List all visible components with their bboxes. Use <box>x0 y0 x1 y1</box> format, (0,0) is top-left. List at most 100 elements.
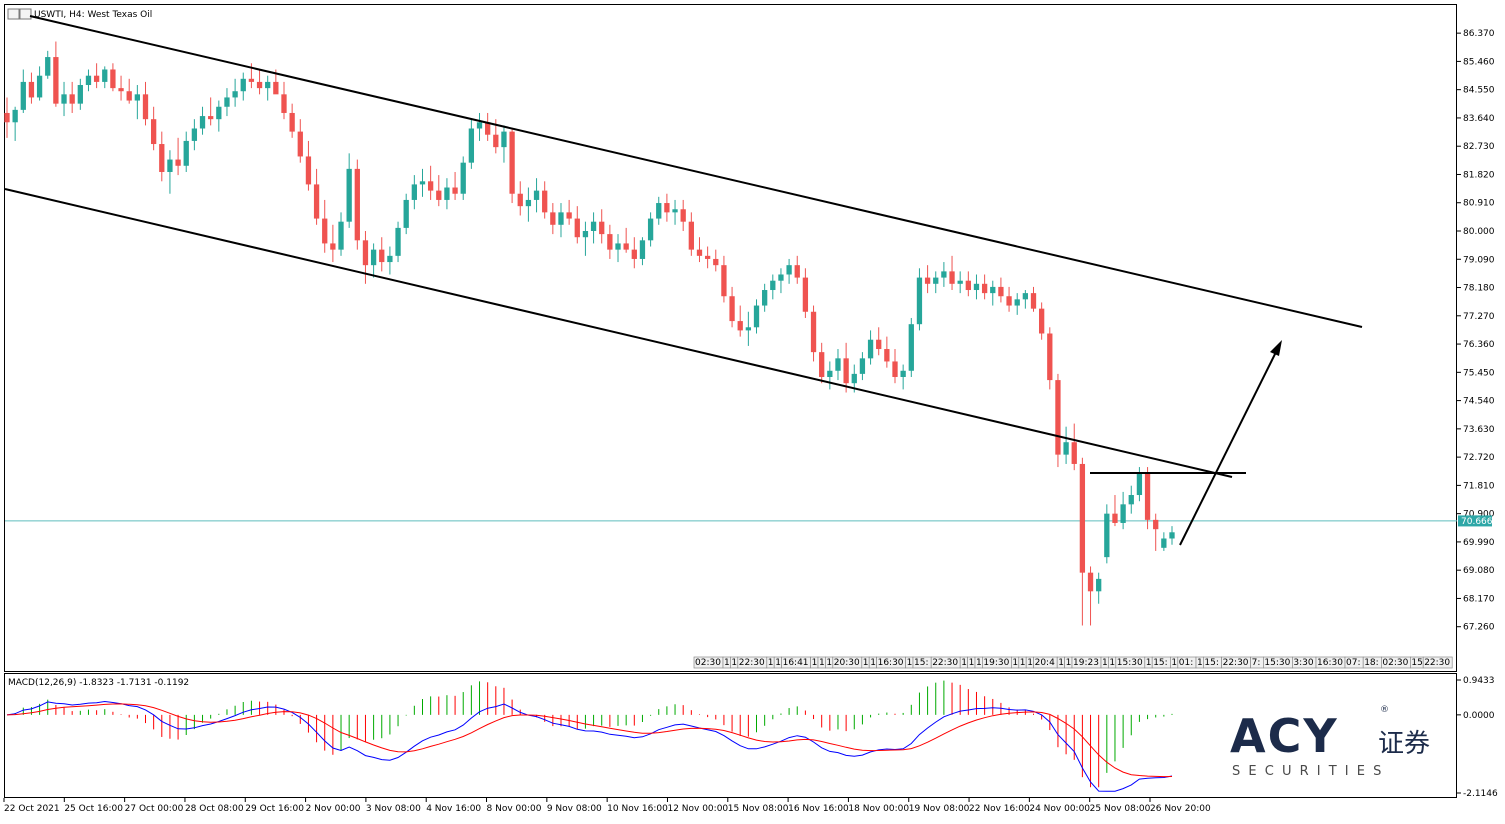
bull-candle <box>444 187 450 200</box>
bear-candle <box>126 91 132 101</box>
time-tick-label: 16 Nov 16:00 <box>788 804 849 814</box>
price-tick-label: 86.370 <box>1463 29 1495 39</box>
price-tick-label: 67.260 <box>1463 623 1495 633</box>
projection-arrow-line[interactable] <box>1179 347 1279 546</box>
time-scroll-label: 02:30 <box>1382 658 1408 668</box>
bear-candle <box>892 361 898 377</box>
price-tick-label: 70.900 <box>1463 510 1495 520</box>
bear-candle <box>305 156 312 185</box>
price-tick-label: 75.450 <box>1463 368 1495 378</box>
time-scroll-label: 7: <box>1252 658 1261 668</box>
bear-candle <box>110 69 116 89</box>
time-scroll-label: 02:30 <box>695 658 721 668</box>
bull-candle <box>778 274 784 281</box>
brand-sub: S E C U R I T I E S <box>1232 764 1383 779</box>
bull-candle <box>762 290 768 306</box>
bear-candle <box>493 134 499 148</box>
bear-candle <box>289 112 295 132</box>
brand-registered: ® <box>1380 705 1389 715</box>
upper-channel-line[interactable] <box>29 15 1363 328</box>
bear-candle <box>1079 463 1086 573</box>
bull-candle <box>859 358 866 374</box>
bear-candle <box>436 190 442 200</box>
chart-menu-icon-accent <box>19 8 32 20</box>
bull-candle <box>240 78 246 92</box>
price-tick-label: 76.360 <box>1463 340 1495 350</box>
header: USWTI, H4: West Texas Oil <box>7 8 152 20</box>
bull-candle <box>590 221 597 231</box>
time-scroll-label: 1 <box>819 658 825 668</box>
bear-candle <box>574 218 580 238</box>
bear-candle <box>452 187 458 194</box>
bear-candle <box>322 218 328 244</box>
price-tick-label: 68.170 <box>1463 594 1495 604</box>
time-scroll-label: 1 <box>907 658 913 668</box>
bear-candle <box>924 277 931 284</box>
bull-candle <box>216 106 222 120</box>
bull-candle <box>183 140 189 166</box>
time-scroll-label: 15:30 <box>1117 658 1143 668</box>
time-tick-label: 24 Nov 00:00 <box>1029 804 1090 814</box>
bull-candle <box>647 218 654 241</box>
bull-candle <box>102 69 108 82</box>
time-tick-label: 26 Nov 20:00 <box>1150 804 1211 814</box>
bull-candle <box>45 57 51 76</box>
current-price-text: 70.666 <box>1461 517 1493 527</box>
bear-candle <box>713 258 719 266</box>
macd-label: MACD(12,26,9) -1.8323 -1.7131 -0.1192 <box>8 678 189 688</box>
drawings <box>4 15 1363 546</box>
time-scroll-label: 22:30 <box>1223 658 1249 668</box>
bull-candle <box>411 184 417 200</box>
bear-candle <box>566 212 572 219</box>
bull-candle <box>933 277 939 284</box>
bear-candle <box>379 249 385 263</box>
price-tick-label: 85.460 <box>1463 57 1495 67</box>
bear-candle <box>1087 572 1094 592</box>
bull-candle <box>1120 504 1126 523</box>
bear-candle <box>1055 380 1061 455</box>
time-scroll-cell <box>1422 656 1453 669</box>
bull-candle <box>199 116 206 129</box>
bull-candle <box>916 277 923 325</box>
bear-candle <box>354 168 360 241</box>
lower-channel-line[interactable] <box>4 188 1233 478</box>
chart-menu-icon[interactable] <box>7 8 20 20</box>
time-scroll-label: 1 <box>724 658 730 668</box>
price-axis: 86.370 85.460 84.550 83.640 82.730 81.820 80.9… <box>1457 29 1495 633</box>
bull-candle <box>460 162 466 194</box>
price-tick-label: 71.810 <box>1463 481 1495 491</box>
bear-candle <box>509 131 515 194</box>
time-scroll-label: 19:23 <box>1073 658 1099 668</box>
time-scroll-label: 1 <box>863 658 869 668</box>
bull-candle <box>403 199 409 228</box>
current-price-label <box>1458 515 1492 527</box>
bear-candle <box>118 88 124 92</box>
time-tick-label: 27 Oct 00:00 <box>125 804 184 814</box>
bear-candle <box>1039 308 1045 334</box>
bear-candle <box>1153 519 1159 530</box>
bull-candle <box>835 358 841 371</box>
macd-panel-frame <box>4 673 1457 798</box>
bear-candle <box>843 358 849 384</box>
bear-candle <box>607 234 613 250</box>
bull-candle <box>990 286 996 294</box>
bull-candle <box>1169 532 1175 539</box>
bear-candle <box>802 277 809 312</box>
macd-tick-label: -2.1146 <box>1463 789 1498 799</box>
bear-candle <box>150 119 157 145</box>
time-scrollbar[interactable]: 02:30 1 1 22:30 1 1 16:41 1 1 1 20:30 1 1 16:30 1 15: 22… <box>693 656 1453 669</box>
bull-candle <box>224 97 230 107</box>
bear-candle <box>965 280 971 291</box>
time-tick-label: 18 Nov 00:00 <box>848 804 909 814</box>
price-tick-label: 83.640 <box>1463 114 1495 124</box>
bull-candle <box>973 283 980 291</box>
bull-candle <box>232 91 238 98</box>
bull-candle <box>525 199 532 207</box>
bear-candle <box>623 243 629 250</box>
bull-candle <box>1136 473 1143 496</box>
bull-candle <box>1022 293 1029 300</box>
bear-candle <box>53 57 59 104</box>
time-scroll-label: 22:30 <box>1424 658 1450 668</box>
bear-candle <box>680 209 686 222</box>
